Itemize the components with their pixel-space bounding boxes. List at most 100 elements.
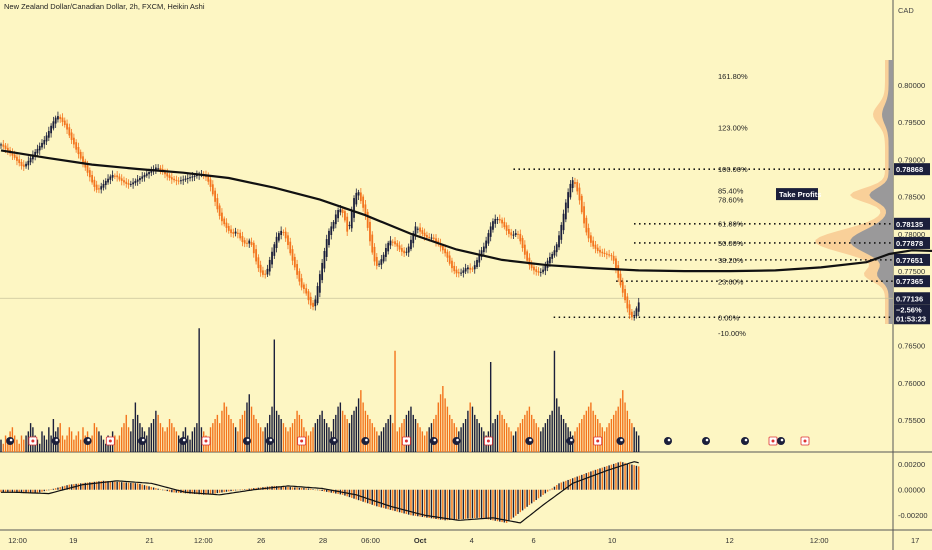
candle-body — [321, 262, 324, 281]
candle-body — [583, 206, 585, 224]
candle-body — [494, 218, 497, 224]
oscillator-bar — [200, 489, 203, 495]
candle-body — [482, 246, 485, 253]
candle-body — [560, 224, 563, 240]
volume-bar — [451, 419, 453, 452]
volume-bar — [430, 423, 433, 452]
candle-body — [455, 269, 458, 274]
candle-body — [79, 151, 82, 159]
candle-body — [148, 172, 150, 175]
oscillator-bar — [362, 489, 364, 502]
candle-body — [523, 244, 526, 255]
volume-bar — [428, 427, 430, 452]
volume-bar — [105, 443, 107, 452]
candle-body — [150, 170, 153, 173]
candle-body — [373, 246, 376, 262]
candle-body — [43, 139, 46, 145]
oscillator-bar — [455, 489, 458, 520]
oscillator-bar — [460, 489, 462, 520]
volume-bar — [264, 427, 266, 452]
price-axis-tick: 0.77500 — [898, 267, 925, 276]
oscillator-bar — [98, 481, 100, 490]
volume-bar — [314, 423, 317, 452]
volume-bar — [492, 423, 494, 452]
oscillator-bar — [510, 489, 512, 520]
candle-body — [25, 163, 27, 167]
oscillator-bar — [221, 489, 223, 493]
currency-label: CAD — [898, 6, 914, 15]
candle-body — [332, 221, 335, 229]
time-axis-tick: 12:00 — [194, 536, 213, 545]
oscillator-bar — [574, 477, 576, 490]
oscillator-bar — [148, 486, 150, 490]
price-tag-label: 0.77136 — [896, 294, 923, 303]
candle-body — [289, 241, 292, 254]
volume-bar — [348, 423, 351, 452]
candle-body — [98, 188, 100, 190]
candle-body — [195, 174, 198, 177]
volume-bar — [474, 414, 476, 452]
volume-bar — [351, 414, 353, 452]
oscillator-bar — [492, 489, 494, 521]
oscillator-bar — [48, 489, 50, 491]
volume-bar — [175, 431, 178, 452]
nz-flag-mark — [87, 438, 90, 442]
volume-bar — [39, 443, 41, 452]
oscillator-bar — [278, 486, 280, 490]
volume-bar — [530, 414, 533, 452]
volume-bar — [546, 419, 549, 452]
candle-body — [86, 165, 89, 173]
volume-bar — [610, 419, 613, 452]
oscillator-bar — [150, 486, 153, 490]
oscillator-bar — [462, 489, 465, 519]
time-axis-tick: 26 — [257, 536, 265, 545]
oscillator-bar — [537, 489, 540, 499]
volume-bar — [102, 439, 105, 452]
volume-profile-outer — [815, 60, 893, 324]
oscillator-bar — [373, 489, 376, 506]
candle-body — [457, 272, 460, 274]
volume-bar — [476, 419, 478, 452]
time-axis-tick: 6 — [532, 536, 536, 545]
volume-bar — [503, 419, 506, 452]
volume-bar — [239, 419, 241, 452]
volume-bar — [412, 414, 414, 452]
volume-bar — [73, 439, 75, 452]
volume-bar — [118, 435, 121, 452]
volume-bar — [528, 406, 531, 452]
volume-bar — [478, 423, 480, 452]
oscillator-bar — [330, 489, 332, 493]
volume-bar — [75, 435, 77, 452]
volume-bar — [70, 431, 73, 452]
oscillator-bar — [102, 480, 105, 490]
volume-bar — [446, 406, 449, 452]
candle-body — [517, 233, 519, 235]
candle-body — [608, 254, 611, 256]
oscillator-bar — [164, 489, 166, 491]
volume-bar — [230, 419, 232, 452]
volume-bar — [576, 427, 578, 452]
volume-bar — [246, 402, 248, 452]
oscillator-bar — [132, 483, 134, 490]
candle-body — [275, 236, 278, 249]
volume-bar — [50, 435, 52, 452]
candle-body — [571, 180, 574, 189]
oscillator-bar — [467, 489, 469, 519]
oscillator-bar — [508, 489, 510, 522]
candle-body — [50, 125, 53, 134]
volume-bar — [515, 431, 517, 452]
candle-body — [259, 264, 262, 273]
oscillator-bar — [314, 489, 317, 491]
candle-body — [580, 195, 583, 213]
time-axis-tick: 21 — [145, 536, 153, 545]
volume-bar — [284, 427, 287, 452]
candle-body — [621, 281, 624, 293]
candle-body — [82, 156, 84, 164]
volume-bar — [189, 439, 191, 452]
candle-body — [316, 286, 319, 304]
candle-body — [118, 176, 121, 180]
candle-body — [300, 278, 303, 288]
nz-flag-mark — [365, 438, 368, 442]
volume-bar — [332, 419, 335, 452]
